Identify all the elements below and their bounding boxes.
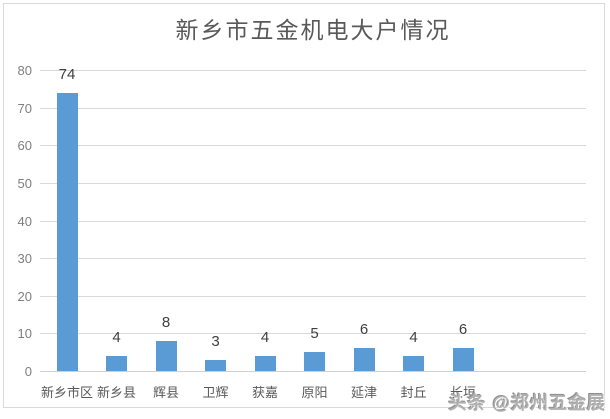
bar-封丘 <box>403 355 424 371</box>
bar-辉县 <box>155 340 177 371</box>
value-label-封丘: 4 <box>409 328 418 346</box>
bar-卫辉 <box>205 359 226 371</box>
category-label-长垣: 长垣 <box>449 385 477 400</box>
category-label-获嘉: 获嘉 <box>251 385 279 400</box>
value-label-原阳: 5 <box>310 325 319 343</box>
category-label-原阳: 原阳 <box>301 385 328 400</box>
y-axis-label-70: 70 <box>17 101 32 116</box>
gridline-30 <box>40 258 586 259</box>
y-axis-label-60: 60 <box>17 138 32 153</box>
y-axis-label-50: 50 <box>17 176 32 191</box>
watermark: 头条 @郑州五金展 <box>448 393 606 413</box>
y-axis-label-20: 20 <box>17 289 32 304</box>
gridline-20 <box>40 296 586 297</box>
value-label-卫辉: 3 <box>211 332 220 350</box>
bar-新乡县 <box>106 355 127 371</box>
category-label-新乡市区: 新乡市区 <box>40 385 94 400</box>
value-label-辉县: 8 <box>161 313 171 331</box>
value-label-新乡县: 4 <box>112 328 121 346</box>
category-label-封丘: 封丘 <box>400 385 427 400</box>
y-axis-label-0: 0 <box>24 364 32 379</box>
value-label-新乡市区: 74 <box>58 65 76 83</box>
gridline-40 <box>40 221 586 222</box>
bar-长垣 <box>452 348 474 371</box>
chart-frame <box>3 3 605 408</box>
y-axis-label-80: 80 <box>17 63 32 78</box>
gridline-10 <box>40 333 586 334</box>
gridline-60 <box>40 145 586 146</box>
y-axis-label-40: 40 <box>17 214 32 229</box>
category-label-卫辉: 卫辉 <box>202 385 229 400</box>
value-label-长垣: 6 <box>458 321 468 339</box>
gridline-80 <box>40 70 586 71</box>
y-axis-label-10: 10 <box>17 326 32 341</box>
category-label-延津: 延津 <box>350 385 378 400</box>
bar-获嘉 <box>254 355 276 371</box>
category-label-新乡县: 新乡县 <box>96 385 137 400</box>
category-label-辉县: 辉县 <box>152 385 180 400</box>
bar-延津 <box>353 348 375 371</box>
y-axis-label-30: 30 <box>17 251 32 266</box>
x-axis-line <box>40 371 586 372</box>
value-label-获嘉: 4 <box>260 328 270 346</box>
gridline-70 <box>40 108 586 109</box>
gridline-50 <box>40 183 586 184</box>
value-label-延津: 6 <box>359 321 369 339</box>
bar-原阳 <box>304 352 325 371</box>
chart-title: 新乡市五金机电大户情况 <box>175 18 451 43</box>
bar-新乡市区 <box>56 92 78 371</box>
